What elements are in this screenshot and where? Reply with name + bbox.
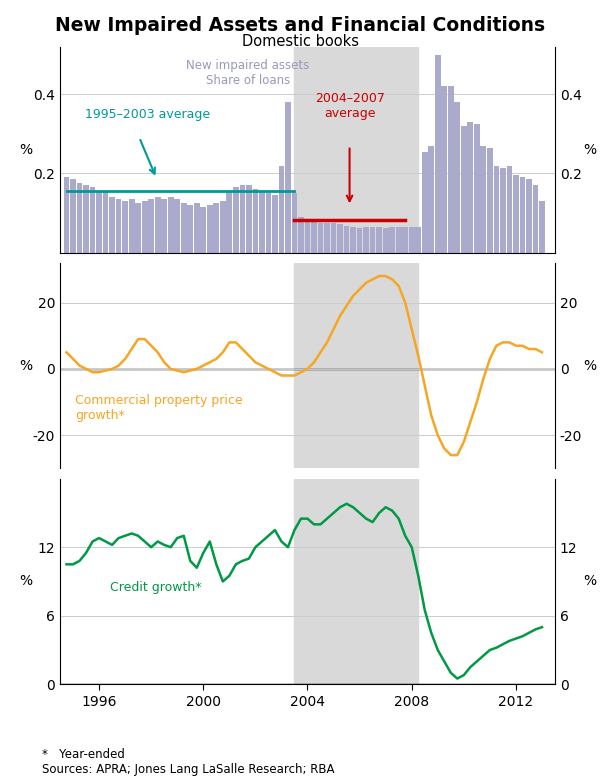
Bar — [298, 217, 304, 253]
Text: Credit growth*: Credit growth* — [110, 582, 201, 594]
Bar — [83, 185, 89, 253]
Bar — [409, 227, 415, 253]
Bar — [396, 227, 401, 253]
Bar — [526, 179, 532, 253]
Bar — [454, 102, 460, 253]
Bar — [513, 175, 519, 253]
Bar — [389, 227, 395, 253]
Bar — [370, 227, 376, 253]
Bar — [148, 199, 154, 253]
Bar — [135, 203, 141, 253]
Bar — [226, 192, 232, 253]
Bar — [77, 183, 82, 253]
Bar — [311, 221, 317, 253]
Bar — [220, 201, 226, 253]
Bar — [129, 199, 134, 253]
Bar — [278, 166, 284, 253]
Bar — [481, 145, 486, 253]
Bar — [70, 179, 76, 253]
Bar — [207, 205, 212, 253]
Bar — [317, 223, 323, 253]
Bar — [246, 185, 252, 253]
Bar — [175, 199, 180, 253]
Bar — [259, 192, 265, 253]
Text: %: % — [583, 143, 596, 156]
Bar — [194, 203, 200, 253]
Bar — [233, 187, 239, 253]
Bar — [344, 226, 349, 253]
Bar — [533, 185, 538, 253]
Bar — [285, 102, 291, 253]
Bar — [122, 201, 128, 253]
Bar — [357, 228, 362, 253]
Bar — [292, 193, 298, 253]
Bar — [442, 87, 447, 253]
Bar — [181, 203, 187, 253]
Text: %: % — [583, 575, 596, 588]
Bar — [109, 197, 115, 253]
Bar — [506, 166, 512, 253]
Bar — [337, 224, 343, 253]
Bar — [64, 178, 70, 253]
Bar — [295, 479, 418, 684]
Bar — [415, 227, 421, 253]
Bar — [324, 223, 330, 253]
Bar — [89, 187, 95, 253]
Bar — [403, 227, 408, 253]
Text: %: % — [19, 575, 32, 588]
Text: %: % — [19, 143, 32, 156]
Text: Domestic books: Domestic books — [241, 34, 359, 48]
Bar — [448, 87, 454, 253]
Text: 1995–2003 average: 1995–2003 average — [85, 108, 210, 121]
Bar — [422, 152, 428, 253]
Text: %: % — [19, 359, 32, 372]
Text: New Impaired Assets and Financial Conditions: New Impaired Assets and Financial Condit… — [55, 16, 545, 34]
Text: %: % — [583, 359, 596, 372]
Bar — [142, 201, 148, 253]
Bar — [494, 166, 499, 253]
Bar — [187, 205, 193, 253]
Bar — [295, 47, 418, 253]
Bar — [96, 192, 102, 253]
Text: Commercial property price
growth*: Commercial property price growth* — [75, 394, 242, 422]
Bar — [428, 145, 434, 253]
Bar — [272, 196, 278, 253]
Bar — [161, 199, 167, 253]
Bar — [539, 201, 545, 253]
Bar — [103, 192, 109, 253]
Text: New impaired assets
Share of loans: New impaired assets Share of loans — [187, 59, 310, 88]
Bar — [295, 263, 418, 468]
Text: *   Year-ended
Sources: APRA; Jones Lang LaSalle Research; RBA: * Year-ended Sources: APRA; Jones Lang L… — [42, 748, 335, 776]
Bar — [383, 228, 389, 253]
Bar — [155, 197, 161, 253]
Bar — [239, 185, 245, 253]
Bar — [435, 55, 440, 253]
Bar — [266, 193, 271, 253]
Bar — [376, 227, 382, 253]
Bar — [116, 199, 121, 253]
Bar — [467, 122, 473, 253]
Bar — [363, 227, 369, 253]
Bar — [331, 223, 337, 253]
Bar — [253, 189, 258, 253]
Bar — [520, 178, 525, 253]
Bar — [487, 148, 493, 253]
Bar — [168, 197, 173, 253]
Text: 2004–2007
average: 2004–2007 average — [314, 92, 385, 120]
Bar — [214, 203, 219, 253]
Bar — [474, 124, 480, 253]
Bar — [200, 207, 206, 253]
Bar — [305, 219, 310, 253]
Bar — [350, 227, 356, 253]
Bar — [500, 167, 506, 253]
Bar — [461, 126, 467, 253]
